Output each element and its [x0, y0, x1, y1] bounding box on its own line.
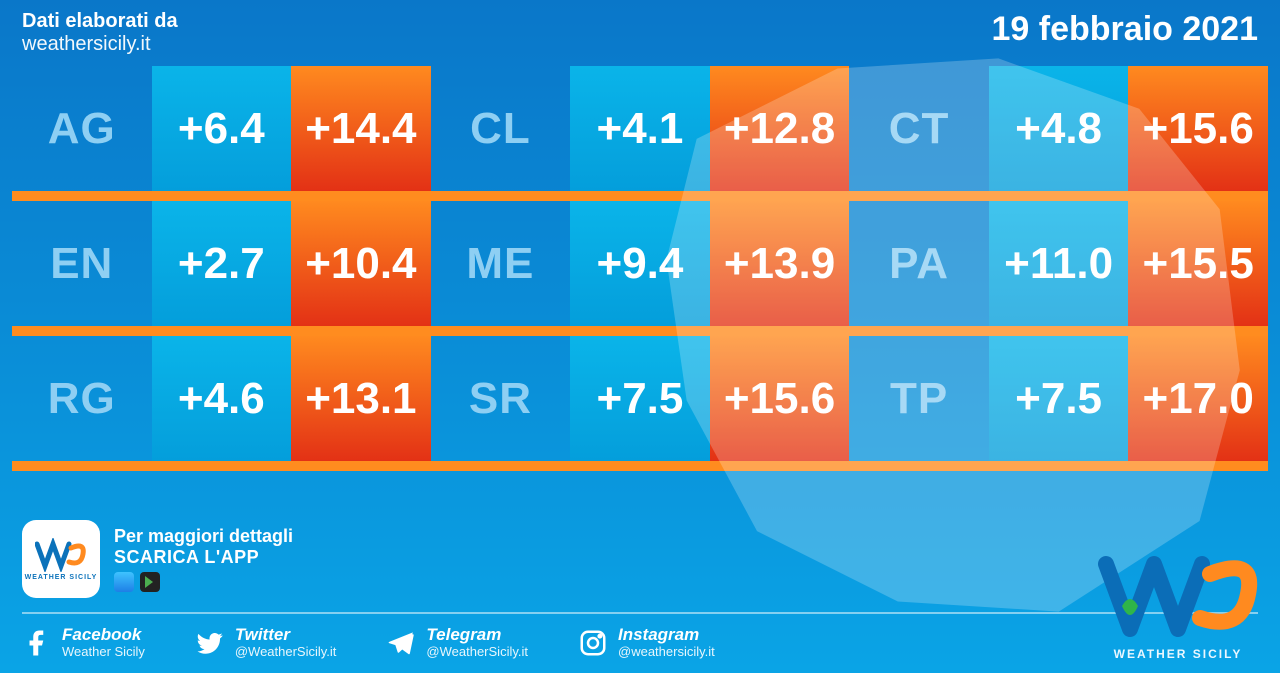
ws-logo-icon: [35, 538, 87, 572]
ws-logo-icon: [1098, 544, 1258, 644]
playstore-icon: [140, 572, 160, 592]
footer: WEATHER SICILY Per maggiori dettagli SCA…: [0, 510, 1280, 673]
temp-max: +13.1: [291, 336, 431, 461]
source-block: Dati elaborati da weathersicily.it: [22, 10, 178, 56]
province-code: CL: [431, 66, 571, 191]
temp-min: +7.5: [570, 336, 710, 461]
social-links: FacebookWeather Sicily Twitter@WeatherSi…: [22, 612, 1258, 659]
temp-max: +15.5: [1128, 201, 1268, 326]
temp-max: +15.6: [710, 336, 850, 461]
table-row: AG +6.4 +14.4 CL +4.1 +12.8 CT +4.8 +15.…: [12, 66, 1268, 191]
temp-min: +2.7: [152, 201, 292, 326]
province-code: EN: [12, 201, 152, 326]
temp-min: +6.4: [152, 66, 292, 191]
social-handle: Weather Sicily: [62, 645, 145, 659]
appstore-icon: [114, 572, 134, 592]
header: Dati elaborati da weathersicily.it 19 fe…: [0, 0, 1280, 60]
temp-min: +4.6: [152, 336, 292, 461]
telegram-icon: [386, 628, 416, 658]
app-promo: WEATHER SICILY Per maggiori dettagli SCA…: [22, 520, 1258, 598]
province-code: RG: [12, 336, 152, 461]
social-handle: @weathersicily.it: [618, 645, 715, 659]
instagram-icon: [578, 628, 608, 658]
social-name: Facebook: [62, 626, 145, 645]
twitter-icon: [195, 628, 225, 658]
province-code: AG: [12, 66, 152, 191]
app-badge: WEATHER SICILY: [22, 520, 100, 598]
temp-max: +13.9: [710, 201, 850, 326]
social-name: Telegram: [426, 626, 528, 645]
social-name: Twitter: [235, 626, 337, 645]
brand-logo: WEATHER SICILY: [1098, 544, 1258, 661]
social-facebook: FacebookWeather Sicily: [22, 626, 145, 659]
province-code: PA: [849, 201, 989, 326]
promo-line1: Per maggiori dettagli: [114, 526, 293, 547]
table-row: RG +4.6 +13.1 SR +7.5 +15.6 TP +7.5 +17.…: [12, 336, 1268, 461]
temp-max: +12.8: [710, 66, 850, 191]
temp-min: +9.4: [570, 201, 710, 326]
source-site: weathersicily.it: [22, 33, 178, 56]
facebook-icon: [22, 628, 52, 658]
temp-min: +4.1: [570, 66, 710, 191]
temp-min: +7.5: [989, 336, 1129, 461]
source-label: Dati elaborati da: [22, 10, 178, 33]
social-instagram: Instagram@weathersicily.it: [578, 626, 715, 659]
brand-sub: WEATHER SICILY: [1098, 647, 1258, 661]
temp-min: +11.0: [989, 201, 1129, 326]
app-promo-text: Per maggiori dettagli SCARICA L'APP: [114, 526, 293, 592]
social-handle: @WeatherSicily.it: [426, 645, 528, 659]
promo-line2: SCARICA L'APP: [114, 547, 293, 568]
social-name: Instagram: [618, 626, 715, 645]
temp-max: +14.4: [291, 66, 431, 191]
row-separator: [12, 461, 1268, 471]
province-code: SR: [431, 336, 571, 461]
temperature-table: AG +6.4 +14.4 CL +4.1 +12.8 CT +4.8 +15.…: [12, 66, 1268, 471]
temp-min: +4.8: [989, 66, 1129, 191]
temperature-grid: AG +6.4 +14.4 CL +4.1 +12.8 CT +4.8 +15.…: [0, 60, 1280, 471]
temp-max: +15.6: [1128, 66, 1268, 191]
social-handle: @WeatherSicily.it: [235, 645, 337, 659]
row-separator: [12, 326, 1268, 336]
temp-max: +10.4: [291, 201, 431, 326]
app-badge-sub: WEATHER SICILY: [25, 574, 98, 581]
social-telegram: Telegram@WeatherSicily.it: [386, 626, 528, 659]
social-twitter: Twitter@WeatherSicily.it: [195, 626, 337, 659]
row-separator: [12, 191, 1268, 201]
date: 19 febbraio 2021: [992, 10, 1258, 49]
province-code: ME: [431, 201, 571, 326]
temp-max: +17.0: [1128, 336, 1268, 461]
province-code: TP: [849, 336, 989, 461]
province-code: CT: [849, 66, 989, 191]
table-row: EN +2.7 +10.4 ME +9.4 +13.9 PA +11.0 +15…: [12, 201, 1268, 326]
